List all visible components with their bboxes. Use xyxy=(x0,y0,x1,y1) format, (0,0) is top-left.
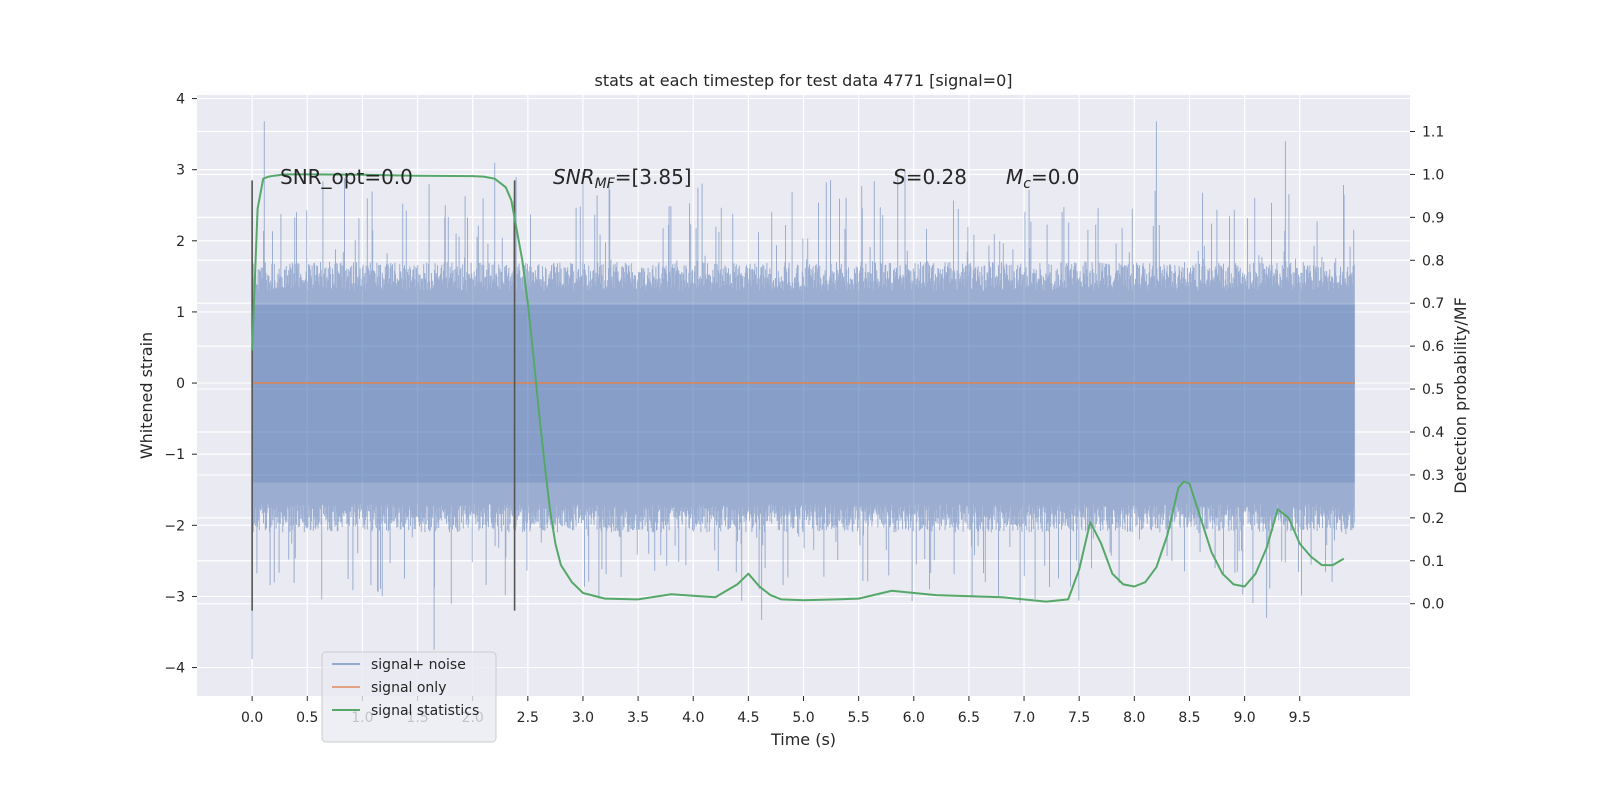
series-signal-statistics xyxy=(251,173,1345,603)
y2-tick-label: 0.2 xyxy=(1422,511,1444,527)
x-tick-label: 5.5 xyxy=(848,710,870,726)
y2-tick-label: 1.1 xyxy=(1422,124,1444,140)
y2-tick-label: 0.5 xyxy=(1422,382,1444,398)
x-tick-label: 5.0 xyxy=(792,710,814,726)
legend-label-statistics: signal statistics xyxy=(371,703,479,719)
y2-axis-label: Detection probability/MF xyxy=(1451,297,1470,494)
x-tick-label: 3.0 xyxy=(572,710,594,726)
x-tick-label: 7.5 xyxy=(1068,710,1090,726)
y2-tick-label: 0.3 xyxy=(1422,468,1444,484)
x-tick-label: 4.5 xyxy=(737,710,759,726)
annotation-snr-mf: SNRMF=[3.85] xyxy=(553,165,692,192)
legend-box xyxy=(321,651,497,743)
annotation-s: S=0.28 xyxy=(893,165,967,189)
series-signal-plus-noise-core xyxy=(252,304,1355,483)
legend-label-signal-only: signal only xyxy=(371,680,446,696)
y2-tick-label: 0.6 xyxy=(1422,339,1444,355)
x-tick-label: 0.5 xyxy=(296,710,318,726)
x-tick-label: 2.5 xyxy=(517,710,539,726)
y2-tick-label: 0.7 xyxy=(1422,296,1444,312)
legend: signal+ noise signal only signal statist… xyxy=(321,651,497,743)
annotation-s-value: =0.28 xyxy=(906,165,967,189)
x-axis-label: Time (s) xyxy=(770,730,836,749)
annotation-mc-value: =0.0 xyxy=(1031,165,1080,189)
annotation-snr-mf-label: SNR xyxy=(553,165,595,189)
annotation-mc: Mc=0.0 xyxy=(1006,165,1080,192)
tick-layer: 0.00.51.01.52.02.53.03.54.04.55.05.56.06… xyxy=(164,92,1444,726)
y2-tick-label: 0.1 xyxy=(1422,554,1444,570)
annotation-snr-opt: SNR_opt=0.0 xyxy=(280,165,413,189)
y-tick-label: 3 xyxy=(176,163,185,179)
y-tick-label: −1 xyxy=(164,447,185,463)
y2-tick-label: 0.0 xyxy=(1422,597,1444,613)
y-tick-label: 1 xyxy=(176,305,185,321)
y2-tick-label: 0.9 xyxy=(1422,210,1444,226)
x-tick-label: 8.5 xyxy=(1178,710,1200,726)
x-tick-label: 8.0 xyxy=(1123,710,1145,726)
statistics-series-layer xyxy=(251,173,1345,603)
x-tick-label: 6.5 xyxy=(958,710,980,726)
annotation-mc-label: M xyxy=(1006,165,1023,189)
y-tick-label: −2 xyxy=(164,518,185,534)
x-tick-label: 0.0 xyxy=(241,710,263,726)
y2-tick-label: 0.4 xyxy=(1422,425,1444,441)
x-tick-label: 6.0 xyxy=(903,710,925,726)
x-tick-label: 7.0 xyxy=(1013,710,1035,726)
annotation-snr-mf-subscript: MF xyxy=(595,176,616,192)
annotation-mc-subscript: c xyxy=(1023,176,1031,192)
y-tick-label: 4 xyxy=(176,92,185,108)
y-tick-label: −3 xyxy=(164,589,185,605)
y-tick-label: −4 xyxy=(164,661,185,677)
y-axis-label: Whitened strain xyxy=(137,332,156,459)
y-tick-label: 2 xyxy=(176,234,185,250)
y2-tick-label: 0.8 xyxy=(1422,253,1444,269)
x-tick-label: 4.0 xyxy=(682,710,704,726)
x-tick-label: 9.5 xyxy=(1289,710,1311,726)
y2-tick-label: 1.0 xyxy=(1422,167,1444,183)
noise-series-layer xyxy=(251,121,1355,659)
vertical-lines-layer xyxy=(251,180,516,611)
x-tick-label: 9.0 xyxy=(1233,710,1255,726)
legend-label-noise: signal+ noise xyxy=(371,657,466,673)
annotation-s-label: S xyxy=(893,165,906,189)
annotation-snr-mf-value: =[3.85] xyxy=(615,165,692,189)
x-tick-label: 3.5 xyxy=(627,710,649,726)
y-tick-label: 0 xyxy=(176,376,185,392)
chart-title: stats at each timestep for test data 477… xyxy=(594,71,1012,90)
